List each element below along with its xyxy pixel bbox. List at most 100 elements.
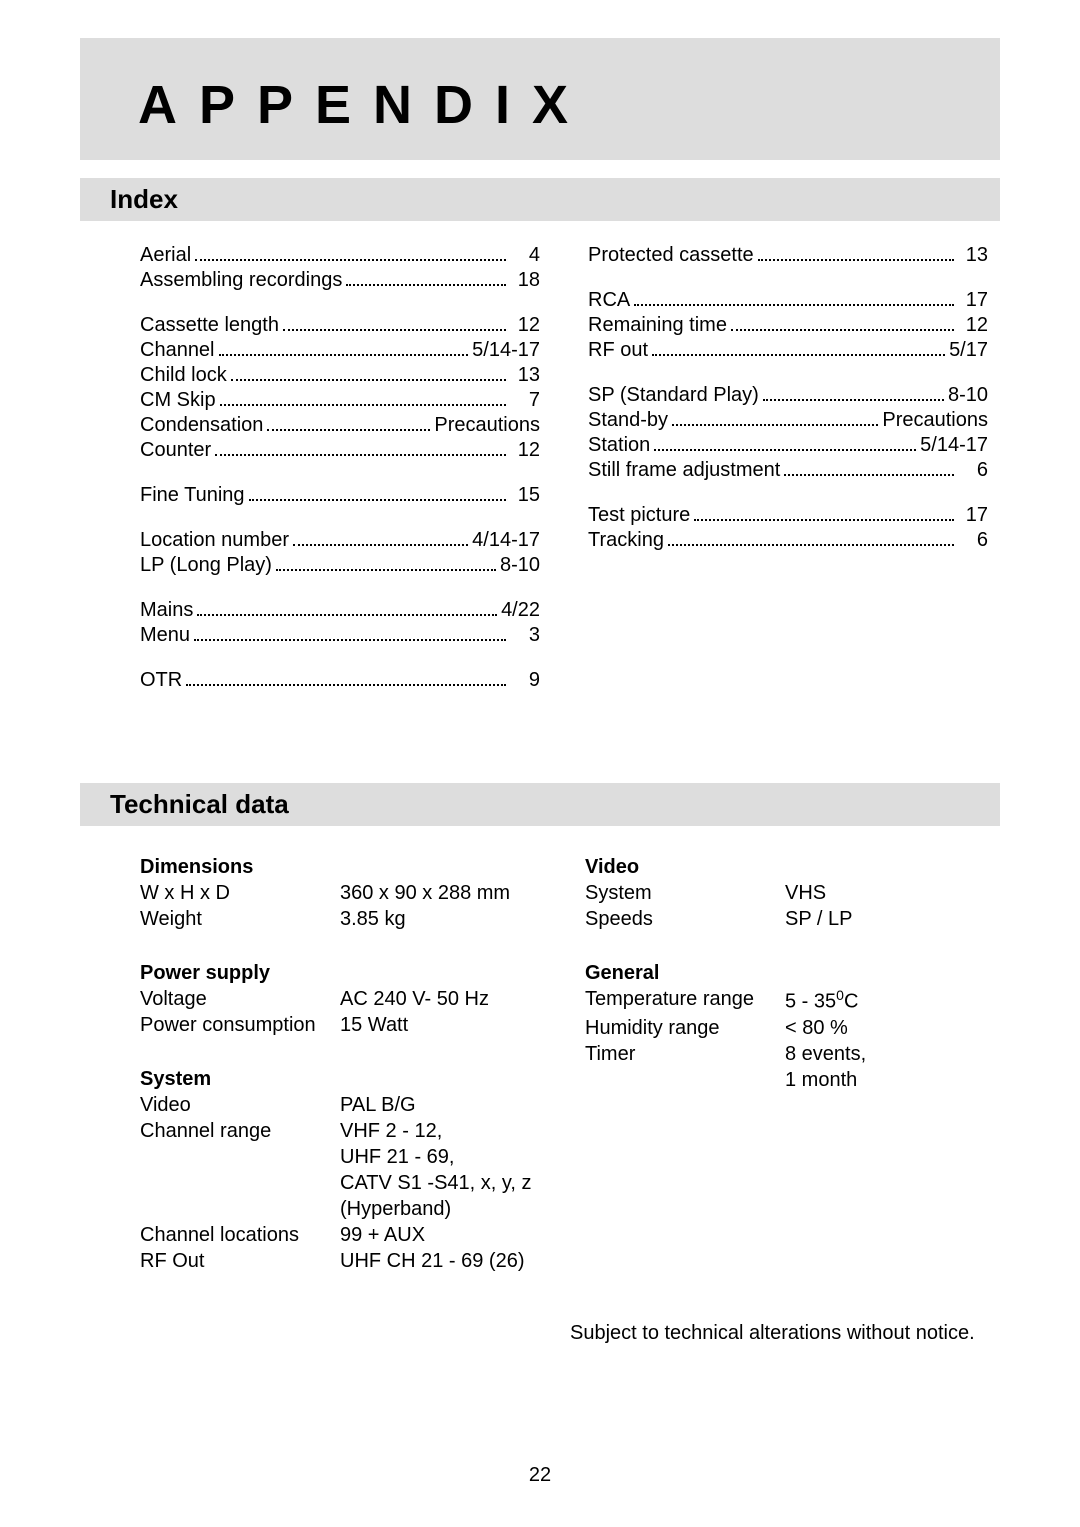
index-entry-page: 13 xyxy=(958,243,988,268)
index-leader-dots xyxy=(652,338,945,356)
index-entry-label: Cassette length xyxy=(140,313,279,338)
index-leader-dots xyxy=(731,313,954,331)
index-entry-label: Location number xyxy=(140,528,289,553)
technical-col-right: VideoSystemVHSSpeedsSP / LPGeneralTemper… xyxy=(585,854,1000,1302)
tech-row-key: System xyxy=(585,880,785,906)
tech-row-value: AC 240 V- 50 Hz xyxy=(340,986,555,1012)
index-group: SP (Standard Play) 8-10Stand-by Precauti… xyxy=(588,383,988,483)
index-entry-label: Assembling recordings xyxy=(140,268,342,293)
tech-block-title: Power supply xyxy=(140,960,555,986)
index-entry: Counter 12 xyxy=(140,438,540,463)
index-entry-label: SP (Standard Play) xyxy=(588,383,759,408)
index-entry-label: Menu xyxy=(140,623,190,648)
index-group: Location number 4/14-17LP (Long Play) 8-… xyxy=(140,528,540,578)
tech-row-key: Channel locations xyxy=(140,1222,340,1248)
tech-row: SpeedsSP / LP xyxy=(585,906,1000,932)
technical-footnote: Subject to technical alterations without… xyxy=(570,1322,1000,1345)
index-entry-page: 12 xyxy=(958,313,988,338)
tech-block: SystemVideoPAL B/GChannel rangeVHF 2 - 1… xyxy=(140,1066,555,1274)
tech-row-value: VHF 2 - 12, xyxy=(340,1118,555,1144)
index-entry-label: Fine Tuning xyxy=(140,483,245,508)
index-leader-dots xyxy=(654,433,916,451)
index-entry-page: 4/22 xyxy=(501,598,540,623)
tech-row: 1 month xyxy=(585,1067,1000,1093)
index-leader-dots xyxy=(276,553,496,571)
index-entry-label: Channel xyxy=(140,338,215,363)
superscript: 0 xyxy=(836,987,844,1003)
index-group: OTR 9 xyxy=(140,668,540,693)
index-entry-page: 5/14-17 xyxy=(472,338,540,363)
tech-row-value: (Hyperband) xyxy=(340,1196,555,1222)
index-entry-page: 13 xyxy=(510,363,540,388)
index-leader-dots xyxy=(194,623,506,641)
index-leader-dots xyxy=(219,338,469,356)
index-entry-page: 8-10 xyxy=(948,383,988,408)
tech-row: UHF 21 - 69, xyxy=(140,1144,555,1170)
index-columns: Aerial 4Assembling recordings 18Cassette… xyxy=(140,243,1000,713)
index-entry-label: Still frame adjustment xyxy=(588,458,780,483)
index-entry: Still frame adjustment 6 xyxy=(588,458,988,483)
index-entry: Fine Tuning 15 xyxy=(140,483,540,508)
index-entry-page: 5/17 xyxy=(949,338,988,363)
index-entry-page: 17 xyxy=(958,288,988,313)
tech-row-value: PAL B/G xyxy=(340,1092,555,1118)
tech-row: SystemVHS xyxy=(585,880,1000,906)
tech-row-key: Speeds xyxy=(585,906,785,932)
index-leader-dots xyxy=(346,268,506,286)
technical-columns: DimensionsW x H x D360 x 90 x 288 mmWeig… xyxy=(140,854,1000,1302)
index-entry: Channel 5/14-17 xyxy=(140,338,540,363)
index-entry: LP (Long Play) 8-10 xyxy=(140,553,540,578)
tech-row-value: 99 + AUX xyxy=(340,1222,555,1248)
index-entry: Location number 4/14-17 xyxy=(140,528,540,553)
index-entry-label: Remaining time xyxy=(588,313,727,338)
tech-row-key: Channel range xyxy=(140,1118,340,1144)
index-entry-label: Test picture xyxy=(588,503,690,528)
tech-row-value: CATV S1 -S41, x, y, z xyxy=(340,1170,555,1196)
appendix-page: APPENDIX Index Aerial 4Assembling record… xyxy=(0,0,1080,1345)
index-group: Cassette length 12Channel 5/14-17Child l… xyxy=(140,313,540,463)
index-entry-page: 18 xyxy=(510,268,540,293)
index-group: RCA 17Remaining time 12 RF out 5/17 xyxy=(588,288,988,363)
index-entry-page: 15 xyxy=(510,483,540,508)
index-entry-label: Counter xyxy=(140,438,211,463)
tech-row-key: Voltage xyxy=(140,986,340,1012)
index-entry-page: 8-10 xyxy=(500,553,540,578)
index-entry-label: RF out xyxy=(588,338,648,363)
index-leader-dots xyxy=(249,483,506,501)
technical-section: Technical data DimensionsW x H x D360 x … xyxy=(80,783,1000,1345)
tech-row: Weight3.85 kg xyxy=(140,906,555,932)
index-entry: RCA 17 xyxy=(588,288,988,313)
tech-block: DimensionsW x H x D360 x 90 x 288 mmWeig… xyxy=(140,854,555,932)
tech-block-title: Dimensions xyxy=(140,854,555,880)
index-col-left: Aerial 4Assembling recordings 18Cassette… xyxy=(140,243,540,713)
index-entry-page: 3 xyxy=(510,623,540,648)
tech-row-value: 8 events, xyxy=(785,1041,1000,1067)
index-group: Test picture 17Tracking 6 xyxy=(588,503,988,553)
index-entry: Assembling recordings 18 xyxy=(140,268,540,293)
index-entry-page: Precautions xyxy=(882,408,988,433)
index-leader-dots xyxy=(186,668,506,686)
index-entry: Test picture 17 xyxy=(588,503,988,528)
tech-row-key: Video xyxy=(140,1092,340,1118)
page-title: APPENDIX xyxy=(138,74,1000,136)
index-header: Index xyxy=(110,184,1000,215)
index-leader-dots xyxy=(784,458,954,476)
tech-row-value: 3.85 kg xyxy=(340,906,555,932)
tech-row-value: 5 - 350C xyxy=(785,986,1000,1015)
index-group: Fine Tuning 15 xyxy=(140,483,540,508)
index-entry-label: Station xyxy=(588,433,650,458)
index-leader-dots xyxy=(215,438,506,456)
index-entry-label: Tracking xyxy=(588,528,664,553)
index-entry: Child lock 13 xyxy=(140,363,540,388)
index-leader-dots xyxy=(293,528,468,546)
index-group: Mains 4/22Menu 3 xyxy=(140,598,540,648)
technical-col-left: DimensionsW x H x D360 x 90 x 288 mmWeig… xyxy=(140,854,555,1302)
tech-row: RF OutUHF CH 21 - 69 (26) xyxy=(140,1248,555,1274)
index-entry: Protected cassette 13 xyxy=(588,243,988,268)
tech-row-value: < 80 % xyxy=(785,1015,1000,1041)
tech-row-value: UHF CH 21 - 69 (26) xyxy=(340,1248,555,1274)
index-entry-label: Aerial xyxy=(140,243,191,268)
index-leader-dots xyxy=(283,313,506,331)
tech-row-value: 1 month xyxy=(785,1067,1000,1093)
tech-row-value: 15 Watt xyxy=(340,1012,555,1038)
